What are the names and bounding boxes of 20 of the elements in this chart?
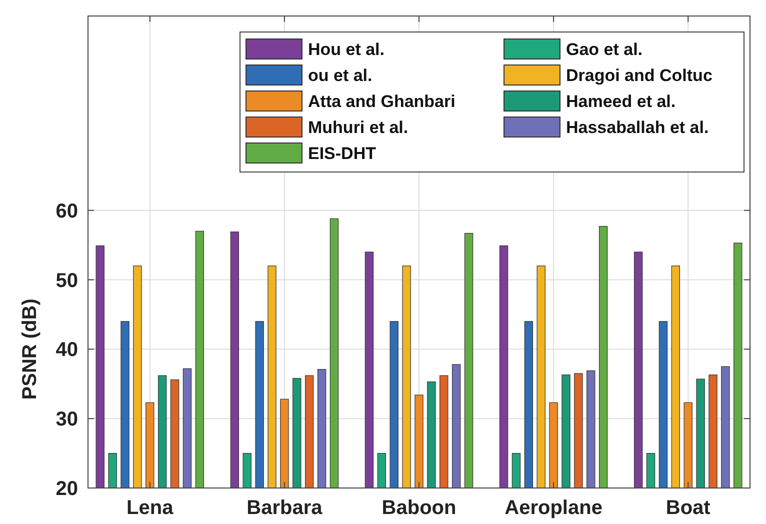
legend-label: Hou et al. <box>308 40 385 59</box>
x-tick-label: Baboon <box>382 497 456 519</box>
legend-label: Muhuri et al. <box>308 118 408 137</box>
legend-label: Atta and Ghanbari <box>308 92 456 111</box>
legend-label: ou et al. <box>308 66 372 85</box>
x-tick-label: Barbara <box>246 497 324 519</box>
legend-label: Dragoi and Coltuc <box>566 66 712 85</box>
y-tick-label: 40 <box>56 339 78 362</box>
y-tick-label: 20 <box>56 478 78 500</box>
y-tick-label: 50 <box>56 270 78 292</box>
legend-label: EIS-DHT <box>308 144 377 163</box>
x-tick-label: Boat <box>666 497 711 519</box>
y-axis-title: PSNR (dB) <box>19 298 41 400</box>
x-tick-label: Aeroplane <box>504 497 602 519</box>
legend-label: Hassaballah et al. <box>566 118 709 137</box>
y-tick-label: 30 <box>56 408 78 431</box>
legend-label: Gao et al. <box>566 40 643 59</box>
legend-label: Hameed et al. <box>566 92 676 111</box>
y-tick-label: 60 <box>56 200 78 222</box>
x-tick-label: Lena <box>126 497 174 519</box>
